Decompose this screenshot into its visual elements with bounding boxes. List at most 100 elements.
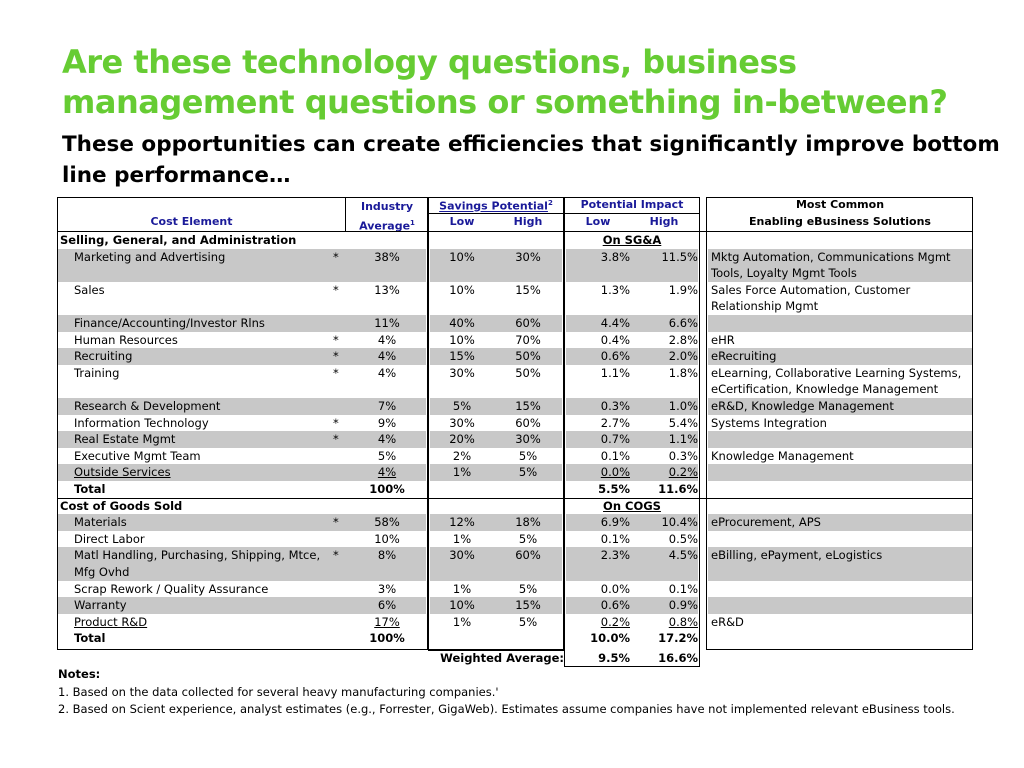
row-shade-band	[430, 398, 562, 415]
impact-high-value: 10.4%	[661, 515, 698, 530]
impact-high-total: 11.6%	[658, 482, 698, 496]
cost-element-label: Sales	[74, 282, 105, 297]
row-shade-band	[430, 315, 562, 332]
row-shade-band	[708, 514, 972, 531]
impact-high-value: 2.8%	[668, 332, 698, 347]
industry-average-total: 100%	[369, 631, 405, 646]
impact-high-value: 5.4%	[668, 415, 698, 430]
impact-low-value: 2.7%	[600, 415, 630, 430]
row-shade-band	[708, 315, 972, 332]
header-industry-line2: Average1	[347, 215, 427, 235]
header-industry-line1: Industry	[360, 200, 414, 213]
header-savings-high: High	[513, 215, 543, 228]
industry-average-value: 13%	[374, 282, 400, 297]
header-savings-potential: Savings Potential2	[430, 199, 562, 213]
table-row: Outside Services 4% 1% 5% 0.0% 0.2%	[57, 464, 973, 481]
impact-low-value: 0.6%	[600, 598, 630, 613]
section-label: Selling, General, and Administration	[60, 233, 297, 247]
row-shade-band	[566, 597, 698, 614]
impact-low-value: 0.0%	[600, 581, 630, 596]
row-shade-band	[566, 348, 698, 365]
impact-low-value: 6.9%	[600, 515, 630, 530]
footnote-ref-1: 1	[410, 219, 415, 227]
table-row: Finance/Accounting/Investor Rlns 11% 40% 60…	[57, 315, 973, 332]
section-divider-rule	[57, 498, 973, 499]
cost-element-label: Research & Development	[74, 399, 221, 413]
total-row: Total 100% 5.5% 11.6%	[57, 481, 973, 498]
impact-low-value: 3.8%	[600, 249, 630, 264]
savings-bottom-rule	[428, 650, 564, 651]
impact-low-value: 1.3%	[600, 282, 630, 297]
impact-low-total: 10.0%	[590, 631, 630, 646]
cost-element-label: Warranty	[74, 598, 127, 613]
row-shade-band	[430, 464, 562, 481]
industry-average-value: 5%	[377, 448, 397, 463]
header-industry-average: Industry Average1	[347, 198, 427, 235]
savings-low-value: 10%	[449, 598, 475, 613]
industry-average-value: 3%	[377, 581, 397, 596]
row-shade-band	[708, 547, 972, 581]
savings-high-value: 60%	[515, 548, 541, 563]
header-solutions-line2: Enabling eBusiness Solutions	[749, 215, 931, 228]
row-shade-band	[708, 597, 972, 614]
savings-low-value: 5%	[452, 399, 472, 413]
savings-high-value: 30%	[515, 432, 541, 447]
enabling-solution: eR&D	[711, 614, 744, 629]
savings-low-value: 1%	[452, 614, 472, 629]
table-row: Recruiting * 4% 15% 50% 0.6% 2.0% eRecruiting	[57, 348, 973, 365]
enabling-solution: Knowledge Management	[711, 448, 854, 463]
savings-low-value: 1%	[452, 581, 472, 596]
impact-high-value: 1.9%	[668, 282, 698, 297]
industry-header-divider	[345, 197, 346, 231]
table-row: Warranty 6% 10% 15% 0.6% 0.9%	[57, 597, 973, 614]
applicability-star: *	[333, 515, 339, 530]
header-savings-low: Low	[449, 215, 475, 228]
impact-high-value: 2.0%	[668, 349, 698, 364]
enabling-solution: eHR	[711, 332, 735, 347]
industry-average-value: 4%	[377, 349, 397, 364]
note-1: 1. Based on the data collected for sever…	[58, 684, 499, 699]
cost-element-label: Recruiting	[74, 349, 133, 364]
row-shade-band	[566, 248, 698, 282]
impact-low-value: 2.3%	[600, 548, 630, 563]
impact-low-total: 5.5%	[598, 482, 630, 496]
savings-high-value: 5%	[518, 465, 538, 480]
industry-average-value: 9%	[377, 415, 397, 430]
row-shade-band	[566, 315, 698, 332]
row-shade-band	[57, 597, 426, 614]
table-row: Real Estate Mgmt * 4% 20% 30% 0.7% 1.1%	[57, 431, 973, 448]
impact-low-value: 0.1%	[600, 448, 630, 463]
notes-heading: Notes:	[58, 667, 101, 681]
cost-element-label: Product R&D	[74, 614, 148, 629]
impact-low-value: 0.4%	[600, 332, 630, 347]
savings-high-value: 50%	[515, 349, 541, 364]
cost-element-block-border	[57, 197, 428, 650]
row-shade-band	[708, 398, 972, 415]
table-row: Scrap Rework / Quality Assurance 3% 1% 5% 0.…	[57, 581, 973, 598]
savings-low-value: 30%	[449, 415, 475, 430]
savings-low-value: 10%	[449, 249, 475, 264]
solutions-block-border	[706, 197, 973, 650]
enabling-solution: Systems Integration	[711, 415, 827, 430]
row-shade-band	[566, 547, 698, 581]
header-cost-element: Cost Element	[150, 215, 233, 228]
savings-low-value: 40%	[449, 316, 475, 330]
industry-average-value: 4%	[377, 432, 397, 447]
savings-low-value: 10%	[449, 282, 475, 297]
savings-low-value: 1%	[452, 531, 472, 546]
savings-high-value: 60%	[515, 316, 541, 330]
table-row: Human Resources * 4% 10% 70% 0.4% 2.8% eHR	[57, 332, 973, 349]
weighted-average-label: Weighted Average:	[440, 651, 564, 665]
table-row: Research & Development 7% 5% 15% 0.3% 1.0% eR&…	[57, 398, 973, 415]
row-shade-band	[566, 464, 698, 481]
footnote-ref-2: 2	[547, 199, 553, 207]
impact-low-value: 0.2%	[600, 614, 630, 629]
row-shade-band	[566, 431, 698, 448]
applicability-star: *	[333, 332, 339, 347]
cost-element-label: Finance/Accounting/Investor Rlns	[74, 316, 265, 330]
weighted-average-row: Weighted Average: 9.5% 16.6%	[57, 650, 973, 667]
impact-low-value: 1.1%	[600, 365, 630, 380]
cost-element-label: Materials	[74, 515, 127, 530]
impact-high-value: 1.1%	[668, 432, 698, 447]
row-shade-band	[57, 315, 426, 332]
